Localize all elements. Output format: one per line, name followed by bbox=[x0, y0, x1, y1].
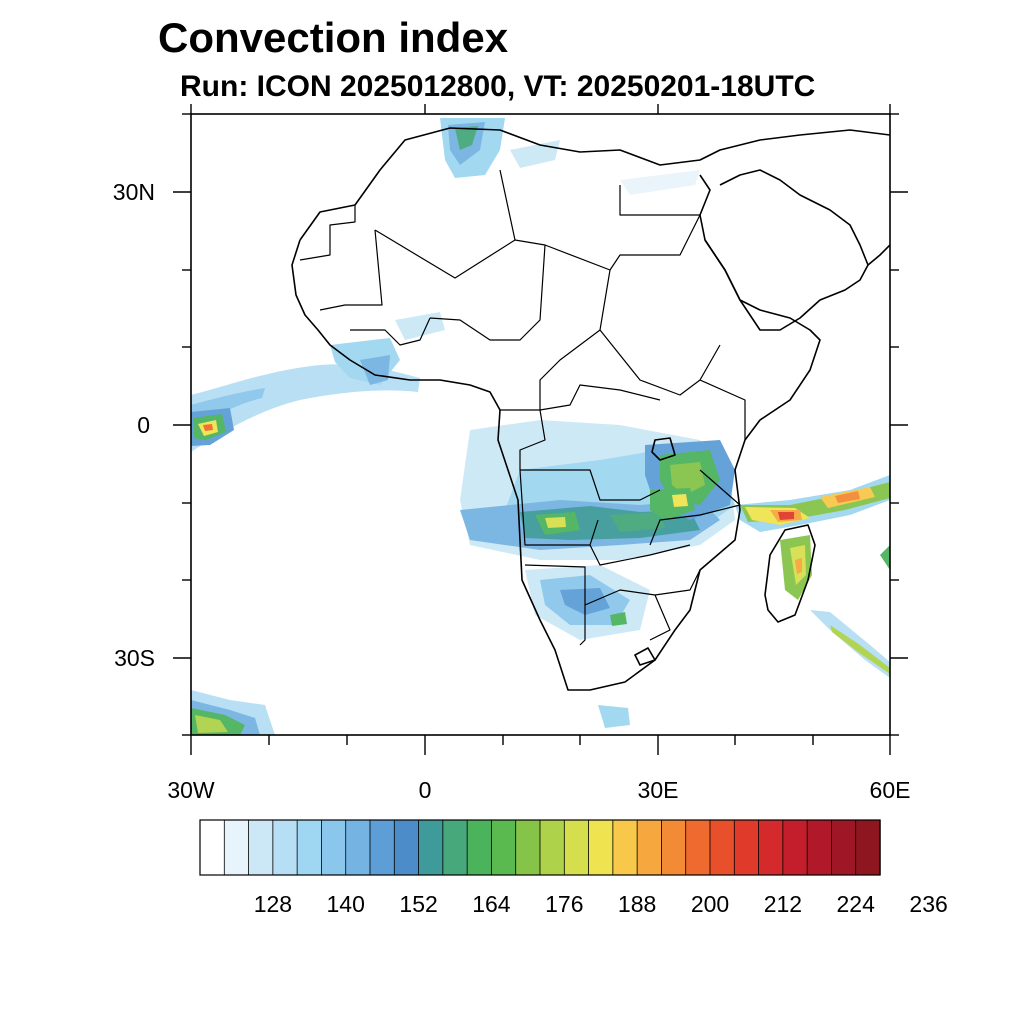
lat-label-30s: 30S bbox=[114, 645, 155, 671]
colorbar-swatch bbox=[272, 819, 298, 876]
colorbar-swatch bbox=[296, 819, 323, 876]
colorbar-label: 176 bbox=[545, 891, 583, 917]
lat-label-30n: 30N bbox=[113, 179, 155, 205]
colorbar-swatch bbox=[248, 819, 274, 876]
colorbar-swatch bbox=[515, 819, 541, 876]
plot-title: Convection index bbox=[158, 14, 509, 61]
colorbar-swatch bbox=[661, 819, 687, 876]
colorbar-label: 200 bbox=[691, 891, 729, 917]
colorbar-swatch bbox=[588, 819, 614, 876]
colorbar-label: 236 bbox=[909, 891, 947, 917]
lon-label-30w: 30W bbox=[167, 777, 215, 803]
colorbar-label: 188 bbox=[618, 891, 656, 917]
colorbar-swatch bbox=[782, 819, 808, 876]
colorbar-swatch bbox=[466, 819, 493, 876]
colorbar-swatch bbox=[636, 819, 663, 876]
plot-subtitle: Run: ICON 2025012800, VT: 20250201-18UTC bbox=[180, 70, 816, 103]
colorbar-swatch bbox=[758, 819, 784, 876]
coastlines bbox=[291, 127, 890, 691]
colorbar-swatch bbox=[831, 819, 857, 876]
colorbar-swatch bbox=[563, 819, 590, 876]
colorbar-swatch bbox=[321, 819, 347, 876]
colorbar-swatch bbox=[539, 819, 565, 876]
lon-label-0: 0 bbox=[419, 777, 432, 803]
colorbar-label: 152 bbox=[399, 891, 437, 917]
lon-label-30e: 30E bbox=[638, 777, 679, 803]
lat-label-0: 0 bbox=[137, 412, 150, 438]
colorbar-swatch bbox=[345, 819, 371, 876]
colorbar-swatch bbox=[393, 819, 420, 876]
country-borders bbox=[299, 169, 746, 646]
colorbar-label: 224 bbox=[837, 891, 876, 917]
colorbar-swatch bbox=[418, 819, 444, 876]
map-area bbox=[191, 114, 890, 735]
colorbar-swatch bbox=[612, 819, 638, 876]
colorbar-label: 140 bbox=[327, 891, 365, 917]
axis-ticks bbox=[173, 104, 908, 755]
colorbar-frame bbox=[199, 819, 881, 876]
colorbar-swatch bbox=[806, 819, 833, 876]
colorbar-swatch bbox=[491, 819, 517, 876]
lon-label-60e: 60E bbox=[870, 777, 911, 803]
colorbar-swatch bbox=[855, 819, 881, 876]
colorbar-label: 128 bbox=[254, 891, 292, 917]
colorbar-swatch bbox=[442, 819, 468, 876]
colorbar-swatch bbox=[709, 819, 735, 876]
colorbar-label: 212 bbox=[764, 891, 802, 917]
colorbar-swatch bbox=[223, 819, 250, 876]
colorbar-swatch bbox=[369, 819, 395, 876]
convection-shading bbox=[191, 118, 890, 735]
colorbar-label: 164 bbox=[472, 891, 511, 917]
colorbar-swatch bbox=[733, 819, 760, 876]
colorbar: 128 140 152 164 176 188 200 212 224 236 bbox=[199, 819, 948, 917]
colorbar-swatch bbox=[199, 819, 225, 876]
colorbar-swatch bbox=[685, 819, 711, 876]
